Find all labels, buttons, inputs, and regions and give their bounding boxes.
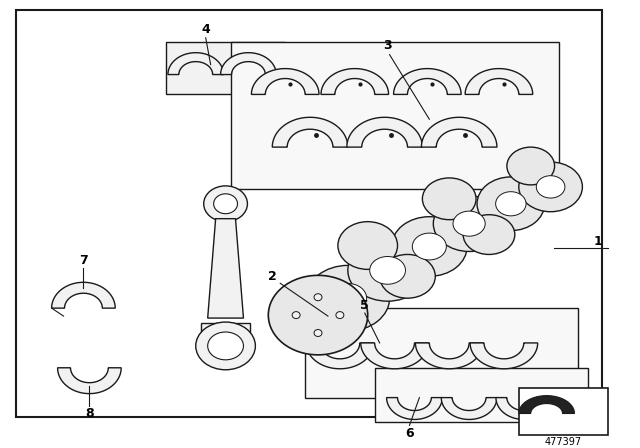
Polygon shape (221, 53, 276, 74)
Ellipse shape (329, 284, 367, 313)
Ellipse shape (207, 332, 243, 360)
Polygon shape (364, 253, 391, 281)
Polygon shape (272, 117, 348, 147)
Polygon shape (415, 343, 483, 369)
Ellipse shape (519, 162, 582, 212)
Polygon shape (421, 117, 497, 147)
Text: 477397: 477397 (545, 437, 582, 448)
Text: 8: 8 (85, 407, 93, 420)
Polygon shape (321, 69, 388, 95)
Polygon shape (505, 182, 537, 213)
Ellipse shape (536, 176, 565, 198)
Polygon shape (306, 343, 374, 369)
Ellipse shape (314, 330, 322, 336)
Bar (201, 323, 250, 353)
Ellipse shape (477, 177, 545, 231)
Polygon shape (361, 343, 428, 369)
Ellipse shape (422, 178, 476, 220)
Ellipse shape (453, 211, 485, 236)
Ellipse shape (336, 312, 344, 319)
Polygon shape (488, 190, 513, 215)
Polygon shape (420, 214, 458, 253)
Ellipse shape (306, 265, 390, 331)
Polygon shape (441, 397, 497, 419)
Text: 7: 7 (79, 254, 88, 267)
Ellipse shape (495, 192, 526, 216)
Polygon shape (168, 53, 223, 74)
Polygon shape (465, 69, 532, 95)
Ellipse shape (412, 233, 446, 260)
Ellipse shape (463, 215, 515, 254)
Ellipse shape (348, 240, 428, 301)
Ellipse shape (433, 196, 505, 251)
Text: 2: 2 (268, 270, 276, 283)
Polygon shape (470, 343, 538, 369)
Polygon shape (347, 117, 422, 147)
Text: 6: 6 (405, 427, 414, 440)
Ellipse shape (338, 222, 397, 269)
Text: 4: 4 (202, 23, 210, 36)
Ellipse shape (196, 322, 255, 370)
Polygon shape (305, 308, 579, 397)
Polygon shape (404, 228, 433, 257)
Ellipse shape (314, 294, 322, 301)
Text: 5: 5 (360, 299, 369, 312)
Ellipse shape (380, 254, 435, 298)
Polygon shape (166, 42, 285, 95)
Ellipse shape (507, 147, 555, 185)
Polygon shape (387, 397, 442, 419)
Ellipse shape (292, 312, 300, 319)
Polygon shape (374, 368, 588, 422)
Polygon shape (519, 396, 575, 414)
Bar (519, 388, 608, 435)
Ellipse shape (370, 257, 406, 284)
Polygon shape (529, 176, 553, 202)
Ellipse shape (268, 276, 368, 355)
Polygon shape (252, 69, 319, 95)
Polygon shape (339, 258, 377, 304)
Polygon shape (207, 219, 243, 318)
Polygon shape (58, 368, 121, 394)
Text: 3: 3 (383, 39, 392, 52)
Polygon shape (447, 210, 471, 234)
Polygon shape (230, 42, 559, 189)
Ellipse shape (214, 194, 237, 214)
Polygon shape (496, 397, 552, 419)
Text: 1: 1 (594, 235, 603, 248)
Polygon shape (394, 69, 461, 95)
Polygon shape (461, 194, 497, 231)
Polygon shape (536, 397, 591, 419)
Polygon shape (378, 233, 417, 276)
Ellipse shape (204, 186, 248, 222)
Polygon shape (52, 282, 115, 308)
Ellipse shape (392, 217, 467, 276)
